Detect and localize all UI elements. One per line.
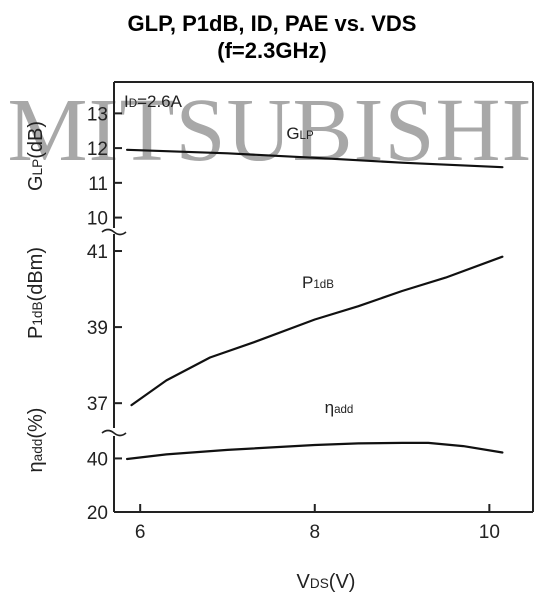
y-tick-label-p1db: 37: [87, 394, 108, 415]
series-label-eff: ηadd: [325, 398, 354, 417]
series-label-glp: GLP: [286, 124, 314, 143]
y-axis-label-glp-group: GLP(dB): [25, 121, 47, 191]
x-tick-label: 10: [479, 522, 500, 543]
condition-label: ID=2.6A: [124, 92, 183, 111]
y-tick-label-glp: 13: [87, 104, 108, 125]
y-axis-label-eff: ηadd(%): [25, 408, 47, 473]
y-tick-label-p1db: 41: [87, 242, 108, 263]
chart-title-line1: GLP, P1dB, ID, PAE vs. VDS: [127, 11, 417, 36]
y-tick-label-glp: 10: [87, 209, 108, 230]
x-axis-label: VDS(V): [297, 571, 356, 593]
y-axis-label-glp: GLP(dB): [25, 121, 47, 191]
series-line-eff: [125, 441, 504, 461]
series-line-p1db: [130, 255, 504, 407]
chart-title: GLP, P1dB, ID, PAE vs. VDS (f=2.3GHz): [0, 10, 544, 64]
axis-break-mark: [101, 228, 127, 236]
plot-layer: 6 8 10 10 11 12 13 37 39 41 20 40 GLP P1dB ηadd ID=2.6A…: [25, 81, 534, 593]
y-axis-label-p1db: P1dB(dBm): [25, 247, 47, 339]
axis-break-mark: [101, 429, 127, 437]
y-tick-label-glp: 12: [87, 139, 108, 160]
series-line-glp: [125, 148, 504, 169]
y-tick-label-eff: 20: [87, 503, 108, 524]
chart-title-line2: (f=2.3GHz): [217, 38, 327, 63]
x-tick-label: 6: [135, 522, 146, 543]
y-axis-label-p1db-group: P1dB(dBm): [25, 247, 47, 339]
y-tick-label-glp: 11: [88, 174, 108, 195]
y-tick-label-p1db: 39: [87, 318, 108, 339]
y-axis-label-eff-group: ηadd(%): [25, 408, 47, 473]
series-label-p1db: P1dB: [302, 273, 334, 292]
y-tick-label-eff: 40: [87, 449, 108, 470]
x-tick-label: 8: [309, 522, 320, 543]
